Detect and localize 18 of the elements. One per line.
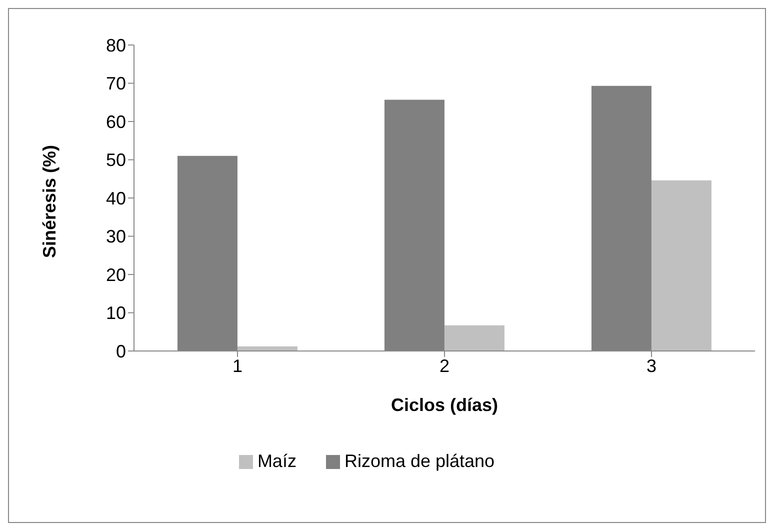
y-tick-label: 60 <box>106 112 126 132</box>
legend-label: Rizoma de plátano <box>344 451 495 471</box>
y-tick-label: 80 <box>106 35 126 56</box>
y-tick-label: 70 <box>106 74 126 94</box>
x-tick-label: 2 <box>439 356 450 376</box>
x-tick-label: 1 <box>232 356 243 376</box>
bar <box>444 325 504 351</box>
y-tick-label: 20 <box>106 264 126 285</box>
y-tick-label: 30 <box>106 226 126 247</box>
y-tick-label: 50 <box>106 150 126 170</box>
y-tick-label: 0 <box>116 341 126 362</box>
y-axis-title: Sinéresis (%) <box>39 144 60 258</box>
legend-label: Maíz <box>257 451 296 471</box>
bar <box>651 180 712 351</box>
y-tick-label: 10 <box>106 303 126 324</box>
x-axis-title: Ciclos (días) <box>390 395 498 415</box>
x-tick-label: 3 <box>646 356 657 376</box>
y-tick-label: 40 <box>106 188 126 208</box>
